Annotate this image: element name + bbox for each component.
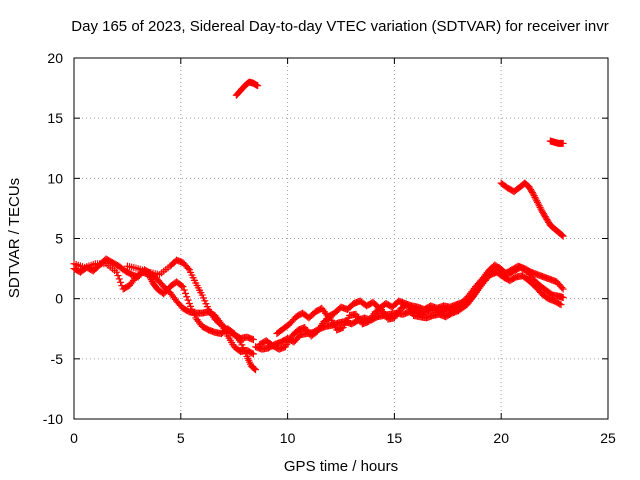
data-point (534, 198, 542, 206)
data-point (184, 264, 192, 272)
x-tick-label: 5 (177, 430, 185, 446)
y-axis-label: SDTVAR / TECUs (6, 178, 23, 298)
data-point (533, 197, 541, 205)
series-trace-c (123, 256, 257, 344)
data-point (556, 300, 564, 308)
data-point (115, 275, 123, 283)
y-tick-label: 20 (47, 50, 63, 66)
x-tick-label: 0 (70, 430, 78, 446)
data-point (250, 364, 258, 372)
data-point (532, 195, 540, 203)
data-point (559, 285, 567, 293)
data-point (559, 293, 567, 301)
data-point (530, 192, 538, 200)
data-point (537, 205, 545, 213)
data-point (251, 365, 259, 373)
y-tick-labels: -10 -5 0 5 10 15 20 (43, 50, 63, 427)
data-point (529, 190, 537, 198)
data-point (178, 282, 186, 290)
data-point (536, 203, 544, 211)
y-tick-label: 15 (47, 110, 63, 126)
y-tick-label: 5 (55, 231, 63, 247)
data-point (559, 139, 567, 147)
data-point (559, 232, 567, 240)
series-segment-upper-c (546, 137, 567, 147)
data-point (147, 276, 155, 284)
x-tick-label: 10 (280, 430, 296, 446)
x-tick-label: 20 (493, 430, 509, 446)
data-point (531, 193, 539, 201)
data-point (146, 272, 154, 280)
series-trace-f (273, 261, 567, 338)
chart-title: Day 165 of 2023, Sidereal Day-to-day VTE… (71, 18, 608, 35)
data-point (180, 286, 188, 294)
x-tick-label: 15 (387, 430, 403, 446)
data-point (184, 296, 192, 304)
y-tick-label: -5 (51, 351, 64, 367)
y-tick-label: 0 (55, 291, 63, 307)
x-tick-label: 25 (600, 430, 616, 446)
data-point (179, 283, 187, 291)
data-point (117, 278, 125, 286)
series-segment-upper-a (232, 78, 262, 99)
data-point (528, 189, 536, 197)
data-point (558, 231, 566, 239)
data-point (114, 272, 122, 280)
data-point (557, 231, 565, 239)
x-tick-labels: 0 5 10 15 20 25 (70, 430, 616, 446)
data-point (252, 366, 260, 374)
data-point (557, 301, 565, 309)
x-axis-label: GPS time / hours (284, 458, 398, 475)
grid (74, 58, 608, 419)
data-point (254, 82, 262, 90)
data-point (183, 293, 191, 301)
data-point (558, 284, 566, 292)
data-point (534, 200, 542, 208)
data-points (70, 78, 567, 374)
ticks (73, 57, 609, 420)
data-point (248, 349, 256, 357)
y-tick-label: 10 (47, 170, 63, 186)
data-point (181, 289, 189, 297)
data-point (249, 350, 257, 358)
data-point (249, 336, 257, 344)
series-segment-upper-b (497, 179, 567, 240)
data-point (535, 202, 543, 210)
data-point (113, 268, 121, 276)
y-tick-label: -10 (43, 411, 63, 427)
